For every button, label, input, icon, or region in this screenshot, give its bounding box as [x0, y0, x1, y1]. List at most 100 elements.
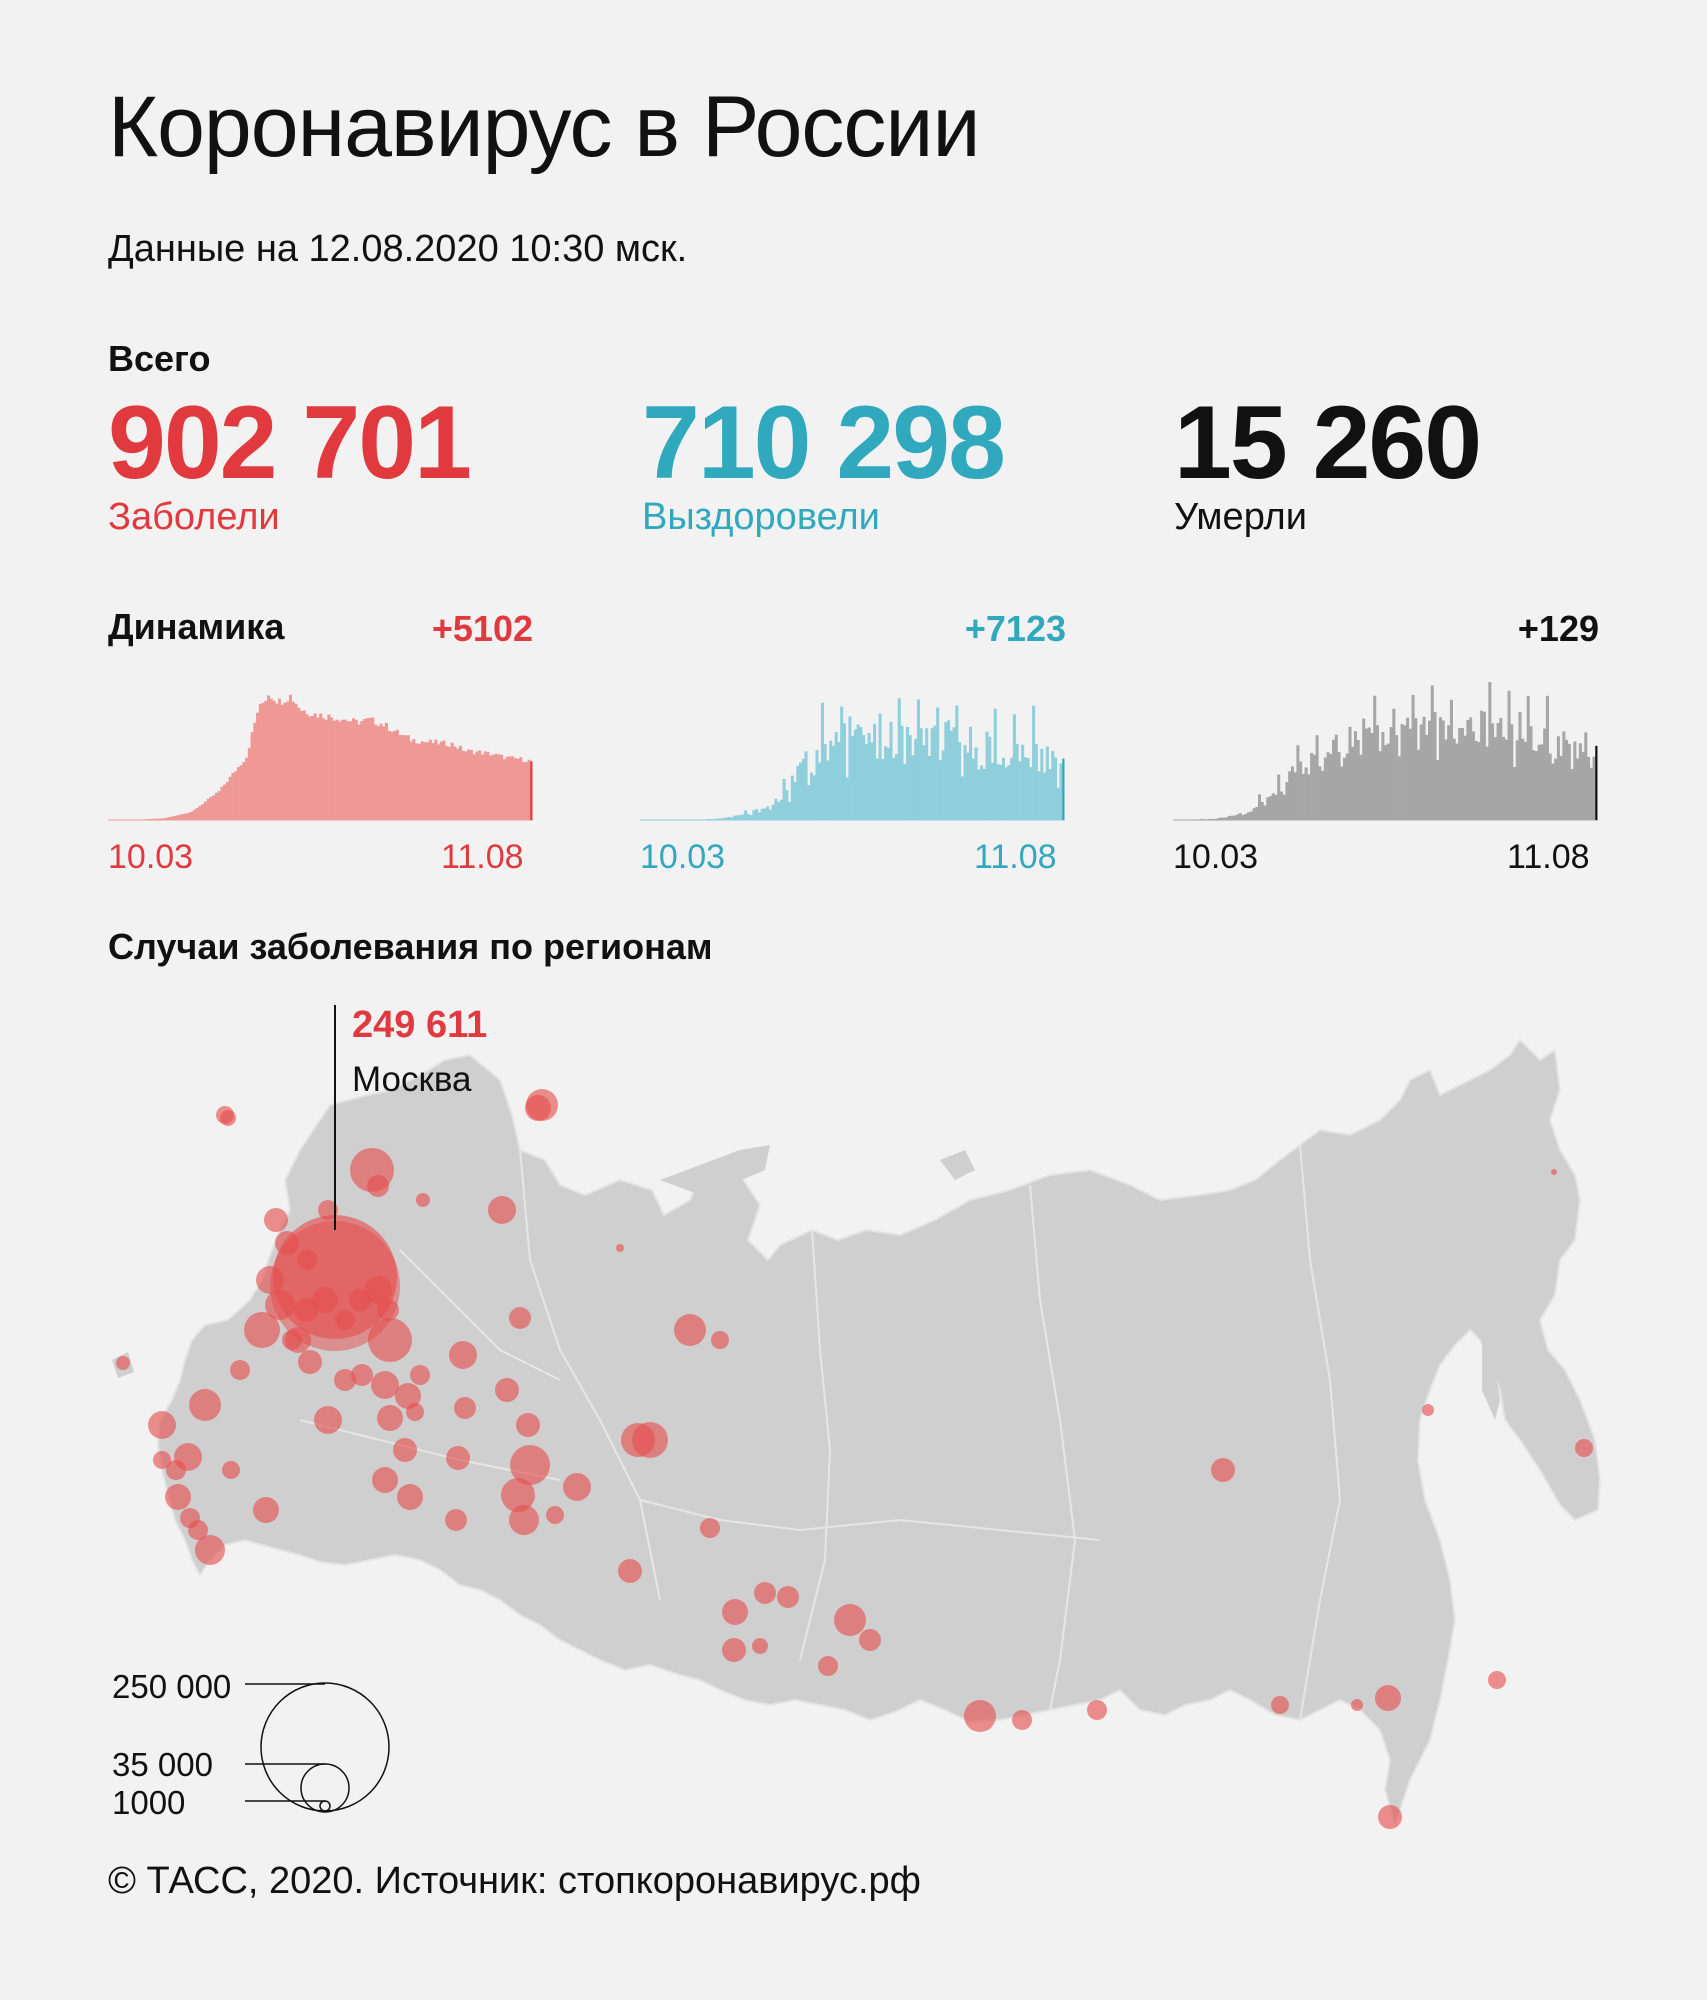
recovered-bar	[952, 727, 956, 820]
cases-bar	[524, 762, 528, 820]
region-bubble	[818, 1656, 838, 1676]
deaths-bar	[1493, 737, 1497, 820]
recovered-bar	[1034, 744, 1038, 820]
recovered-bar	[788, 801, 792, 820]
deaths-bar	[1491, 723, 1495, 820]
cases-bar	[239, 765, 243, 820]
cases-bar	[206, 798, 210, 820]
cases-bar	[360, 721, 364, 820]
region-bubble	[488, 1196, 516, 1224]
cases-axis-start: 10.03	[108, 838, 194, 876]
deaths-bar	[1378, 751, 1382, 820]
cases-axis-end: 11.08	[441, 838, 524, 876]
deaths-bar	[1225, 817, 1229, 820]
cases-bar	[401, 734, 405, 820]
region-bubble	[859, 1629, 881, 1651]
deaths-bar	[1345, 753, 1349, 820]
recovered-bar	[903, 764, 907, 820]
cases-bar	[376, 726, 380, 820]
recovered-bar	[812, 775, 816, 820]
deaths-bar	[1397, 756, 1401, 820]
recovered-bar	[1018, 761, 1022, 820]
deaths-bar	[1178, 819, 1182, 820]
totals-label: Всего	[108, 338, 211, 379]
deaths-bar	[1386, 743, 1390, 820]
recovered-bar	[969, 726, 973, 820]
region-bubble	[153, 1451, 171, 1469]
deaths-axis-end: 11.08	[1507, 838, 1590, 876]
deaths-bar	[1474, 740, 1478, 820]
cases-bar	[395, 729, 399, 820]
recovered-bar	[790, 775, 794, 820]
deaths-bar	[1518, 711, 1522, 820]
recovered-bar	[807, 785, 811, 820]
cases-bar	[132, 819, 136, 820]
recovered-bar	[826, 760, 830, 820]
recovered-bar	[733, 815, 737, 820]
deaths-bar	[1469, 717, 1473, 820]
cases-bar	[464, 751, 468, 820]
recovered-bar	[659, 819, 663, 820]
recovered-bar	[963, 745, 967, 820]
region-border	[1029, 1184, 1077, 1711]
recovered-bar	[895, 754, 899, 820]
recovered-bar	[840, 706, 844, 820]
cases-bar	[530, 761, 533, 820]
cases-bar	[297, 707, 301, 820]
deaths-bar	[1271, 793, 1275, 820]
region-border	[799, 1229, 832, 1661]
recovered-bar	[670, 819, 674, 820]
deaths-bar	[1384, 744, 1388, 820]
cases-bar	[412, 739, 416, 820]
deaths-bar	[1367, 727, 1371, 820]
recovered-bar	[966, 752, 970, 820]
cases-bar	[253, 722, 257, 820]
deaths-bar	[1537, 744, 1541, 820]
recovered-bar	[686, 819, 690, 820]
cases-bar	[310, 715, 314, 820]
deaths-bar	[1252, 808, 1256, 820]
recovered-bar	[1023, 757, 1027, 820]
cases-bar	[483, 751, 487, 820]
deaths-bar	[1551, 763, 1555, 820]
recovered-bar	[842, 723, 846, 820]
deaths-bar	[1260, 801, 1264, 820]
cases-bar	[379, 723, 383, 820]
recovered-bar	[922, 745, 926, 820]
cases-bar	[458, 745, 463, 820]
deaths-bar	[1255, 807, 1259, 820]
sakhalin-island	[1482, 1330, 1500, 1420]
cases-bar	[445, 746, 449, 820]
recovered-bar	[851, 735, 855, 820]
cases-bar	[198, 805, 202, 820]
deaths-bar	[1192, 819, 1196, 820]
recovered-bar	[650, 819, 655, 820]
deaths-bar	[1266, 797, 1270, 820]
recovered-bar	[766, 806, 770, 820]
recovered-bar	[711, 819, 715, 820]
region-bubble	[230, 1360, 250, 1380]
recovered-bar	[692, 819, 696, 820]
deaths-bar	[1444, 739, 1448, 820]
cases-bar	[472, 754, 476, 820]
severnaya-zemlya	[940, 1150, 975, 1180]
cases-bar	[195, 808, 199, 820]
region-border	[639, 1499, 1101, 1541]
cases-bar	[522, 761, 526, 820]
cases-bar	[305, 714, 309, 820]
cases-bar	[291, 701, 295, 820]
cases-bar	[272, 700, 276, 820]
deaths-bar	[1274, 794, 1278, 820]
deaths-bar	[1521, 738, 1525, 820]
recovered-bar	[886, 747, 890, 820]
recovered-bar	[1059, 763, 1063, 820]
region-bubble	[371, 1371, 399, 1399]
region-bubble	[509, 1505, 539, 1535]
cases-bar	[368, 717, 372, 820]
cases-bar	[516, 758, 520, 820]
cases-bar	[505, 756, 509, 820]
deaths-bar	[1419, 724, 1423, 820]
region-bubble	[621, 1423, 655, 1457]
recovered-bar	[878, 713, 882, 820]
recovered-bar	[1007, 765, 1011, 820]
